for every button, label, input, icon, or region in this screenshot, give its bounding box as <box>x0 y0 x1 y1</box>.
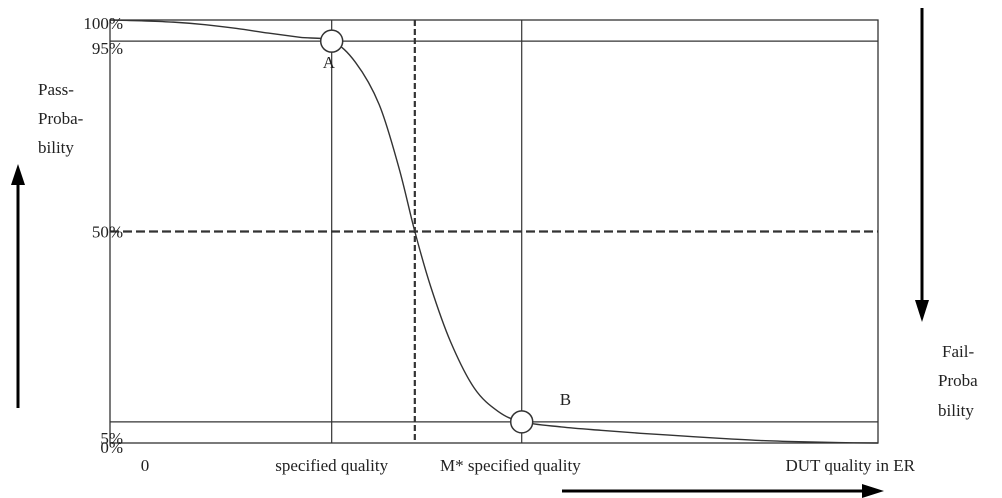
y-tick-label: 0% <box>100 438 123 457</box>
point-b-marker <box>509 410 534 434</box>
up-arrow-icon <box>11 164 25 408</box>
ylabel-right-line-1: Fail- <box>942 342 974 361</box>
reference-lines <box>110 20 878 443</box>
x-axis-label: M* specified quality <box>440 456 581 475</box>
down-arrow-icon <box>915 8 929 322</box>
ylabel-right-line-2: Proba <box>938 371 978 390</box>
x-axis-label: specified quality <box>275 456 388 475</box>
point-b-label: B <box>560 390 571 409</box>
point-a-label: A <box>323 53 336 72</box>
y-tick-label: 5% <box>100 429 123 448</box>
y-tick-label: 95% <box>92 39 123 58</box>
x-axis-labels: 0 specified quality M* specified quality DU… <box>141 456 916 475</box>
ylabel-line-3: bility <box>38 138 74 157</box>
ylabel-line-1: Pass- <box>38 80 74 99</box>
y-tick-label: 50% <box>92 223 123 242</box>
y-tick-label: 100% <box>83 14 123 33</box>
point-a-marker <box>319 29 344 53</box>
marked-points: AB <box>319 29 571 434</box>
y-tick-labels: 100% 95% 50% 5%0% <box>83 14 123 457</box>
x-axis-label: DUT quality in ER <box>785 456 915 475</box>
x-axis-label: 0 <box>141 456 150 475</box>
ylabel-line-2: Proba- <box>38 109 84 128</box>
ylabel-right-line-3: bility <box>938 401 974 420</box>
pass-probability-curve <box>109 19 879 444</box>
right-arrow-icon <box>562 484 884 498</box>
